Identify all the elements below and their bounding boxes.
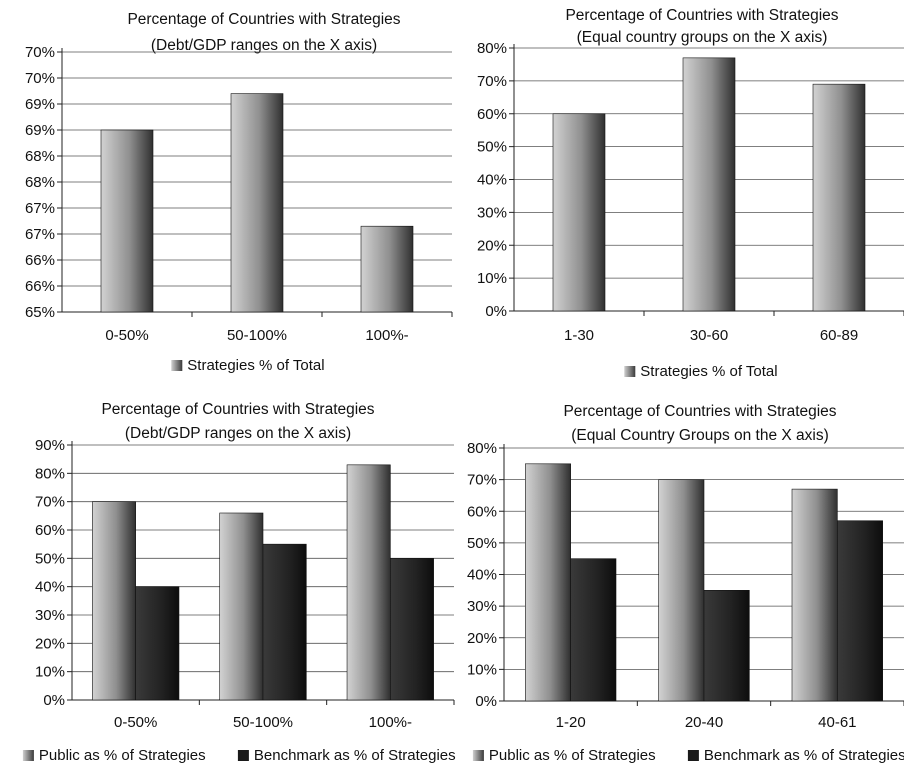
legend-swatch <box>237 750 249 761</box>
y-tick-label: 40% <box>467 567 497 584</box>
y-tick-label: 10% <box>467 661 497 678</box>
y-tick-label: 10% <box>35 664 65 681</box>
legend-label: Benchmark as % of Strategies <box>254 747 456 764</box>
x-tick-label: 100%- <box>365 327 408 344</box>
y-tick-label: 80% <box>35 465 65 482</box>
y-tick-label: 40% <box>477 172 507 189</box>
y-tick-label: 66% <box>25 252 55 269</box>
bar <box>360 225 414 313</box>
legend-label: Benchmark as % of Strategies <box>704 747 904 764</box>
y-tick-label: 90% <box>35 437 65 454</box>
x-tick-label: 50-100% <box>233 714 293 731</box>
y-tick-label: 50% <box>35 550 65 567</box>
y-tick-label: 69% <box>25 96 55 113</box>
y-tick-label: 30% <box>35 607 65 624</box>
bar <box>552 113 606 312</box>
y-tick-label: 50% <box>477 139 507 156</box>
legend-swatch <box>624 366 636 377</box>
x-tick-label: 100%- <box>369 714 412 731</box>
y-tick-label: 60% <box>467 503 497 520</box>
x-tick-label: 60-89 <box>820 327 858 344</box>
y-tick-label: 69% <box>25 122 55 139</box>
chart-subtitle: (Equal Country Groups on the X axis) <box>571 427 829 444</box>
bar <box>219 512 264 701</box>
y-tick-label: 30% <box>477 204 507 221</box>
y-tick-label: 70% <box>25 70 55 87</box>
y-tick-label: 10% <box>477 270 507 287</box>
y-tick-label: 0% <box>485 303 507 320</box>
y-tick-label: 70% <box>25 44 55 61</box>
chart-panel-4: Percentage of Countries with Strategies (… <box>467 403 904 764</box>
y-tick-label: 68% <box>25 148 55 165</box>
y-tick-label: 65% <box>25 304 55 321</box>
y-tick-label: 20% <box>467 630 497 647</box>
y-tick-label: 66% <box>25 278 55 295</box>
bar <box>525 463 571 702</box>
x-tick-label: 30-60 <box>690 327 728 344</box>
x-tick-label: 0-50% <box>105 327 148 344</box>
legend: Strategies % of Total <box>171 357 325 374</box>
bar <box>262 543 307 701</box>
y-tick-label: 60% <box>477 106 507 123</box>
bar <box>100 129 154 313</box>
bar <box>703 590 750 702</box>
chart-subtitle: (Debt/GDP ranges on the X axis) <box>125 425 351 442</box>
bar <box>390 558 434 701</box>
y-tick-label: 70% <box>35 494 65 511</box>
chart-panel-1: Percentage of Countries with Strategies (… <box>25 11 453 374</box>
y-tick-label: 80% <box>477 40 507 57</box>
chart-title: Percentage of Countries with Strategies <box>563 403 836 420</box>
legend-swatch <box>687 750 699 761</box>
y-tick-label: 70% <box>477 73 507 90</box>
y-tick-label: 0% <box>43 692 65 709</box>
y-tick-label: 70% <box>467 472 497 489</box>
y-tick-label: 67% <box>25 226 55 243</box>
y-tick-label: 20% <box>35 635 65 652</box>
chart-title: Percentage of Countries with Strategies <box>127 11 400 28</box>
y-tick-label: 67% <box>25 200 55 217</box>
legend-swatch <box>22 750 34 761</box>
bar <box>837 520 883 702</box>
y-tick-label: 50% <box>467 535 497 552</box>
chart-title: Percentage of Countries with Strategies <box>565 7 838 24</box>
y-tick-label: 0% <box>475 693 497 710</box>
y-tick-label: 68% <box>25 174 55 191</box>
chart-panel-3: Percentage of Countries with Strategies (… <box>22 401 456 764</box>
bar <box>346 464 391 701</box>
bar <box>135 586 180 701</box>
chart-panel-2: Percentage of Countries with Strategies (… <box>477 7 904 380</box>
legend-label: Strategies % of Total <box>187 357 324 374</box>
bar <box>812 83 866 312</box>
x-tick-label: 1-30 <box>564 327 594 344</box>
legend-swatch <box>472 750 484 761</box>
x-tick-label: 0-50% <box>114 714 157 731</box>
chart-subtitle: (Equal country groups on the X axis) <box>577 29 828 46</box>
x-tick-label: 1-20 <box>556 714 586 731</box>
legend: Public as % of Strategies Benchmark as % … <box>472 747 904 764</box>
legend: Public as % of Strategies Benchmark as % … <box>22 747 456 764</box>
legend-swatch <box>171 360 183 371</box>
y-tick-label: 40% <box>35 579 65 596</box>
bar <box>658 479 705 702</box>
legend: Strategies % of Total <box>624 363 778 380</box>
bar <box>682 57 736 312</box>
bar <box>570 558 617 702</box>
legend-label: Strategies % of Total <box>640 363 777 380</box>
y-tick-label: 20% <box>477 237 507 254</box>
legend-label: Public as % of Strategies <box>39 747 206 764</box>
legend-label: Public as % of Strategies <box>489 747 656 764</box>
chart-title: Percentage of Countries with Strategies <box>101 401 374 418</box>
chart-subtitle: (Debt/GDP ranges on the X axis) <box>151 37 377 54</box>
bar <box>230 93 284 313</box>
bar <box>92 501 136 701</box>
y-tick-label: 80% <box>467 440 497 457</box>
x-tick-label: 20-40 <box>685 714 723 731</box>
y-tick-label: 60% <box>35 522 65 539</box>
bar <box>791 488 838 702</box>
y-tick-label: 30% <box>467 598 497 615</box>
x-tick-label: 40-61 <box>818 714 856 731</box>
x-tick-label: 50-100% <box>227 327 287 344</box>
